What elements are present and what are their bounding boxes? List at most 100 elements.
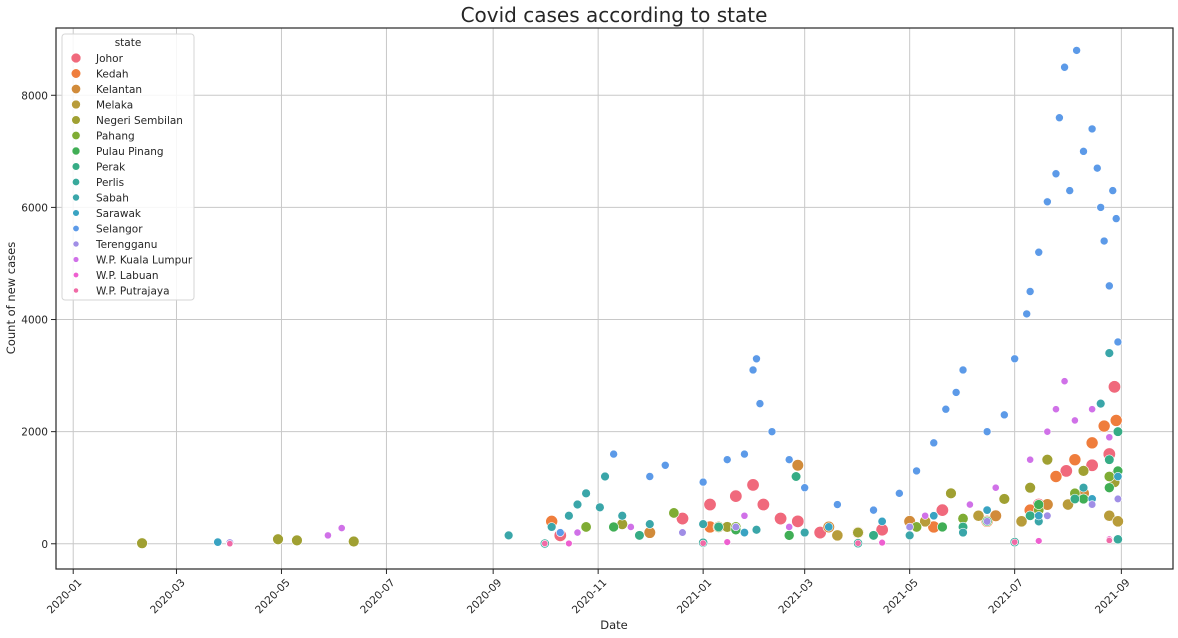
data-point (1088, 500, 1097, 509)
data-point (1104, 348, 1115, 358)
data-point (634, 530, 645, 541)
legend-label: W.P. Labuan (96, 270, 159, 282)
data-point (723, 538, 731, 546)
data-point (675, 512, 689, 526)
data-point (617, 511, 627, 521)
x-tick-label: 2020-07 (358, 577, 398, 617)
data-point (905, 522, 914, 532)
data-point (824, 522, 834, 532)
data-point (1109, 414, 1123, 427)
x-tick-label: 2020-05 (253, 577, 293, 617)
data-point (791, 514, 805, 528)
data-point (608, 521, 619, 533)
data-point (1072, 46, 1081, 55)
legend-label: Kedah (96, 69, 129, 81)
data-point (1113, 494, 1123, 504)
data-point (1025, 510, 1036, 521)
data-point (1092, 163, 1102, 173)
data-point (1033, 499, 1045, 510)
data-point (1043, 511, 1052, 520)
x-tick-label: 2021-09 (1093, 577, 1133, 617)
data-point (731, 522, 740, 532)
legend-label: Melaka (96, 100, 133, 112)
legend-marker (71, 84, 81, 94)
data-point (213, 537, 223, 547)
data-point (784, 455, 794, 464)
data-point (921, 511, 930, 520)
data-point (291, 534, 303, 547)
data-point (751, 525, 762, 535)
data-point (1078, 483, 1089, 493)
data-point (1104, 482, 1115, 494)
data-point (1043, 197, 1052, 207)
data-point (755, 399, 765, 408)
data-point (1078, 493, 1089, 505)
data-point (503, 530, 514, 541)
data-point (791, 459, 804, 472)
data-point (1113, 337, 1123, 347)
data-point (541, 539, 549, 547)
legend-marker (70, 52, 82, 64)
data-point (1077, 465, 1090, 477)
data-point (785, 523, 794, 531)
data-point (951, 388, 961, 397)
data-point (746, 478, 760, 492)
data-point (904, 530, 915, 541)
data-point (348, 535, 360, 548)
data-point (1104, 454, 1115, 465)
x-axis-label: Date (600, 618, 628, 632)
data-point (572, 499, 583, 510)
data-point (998, 493, 1011, 505)
data-point (1055, 113, 1064, 122)
data-point (573, 528, 582, 537)
legend-label: Sarawak (96, 208, 142, 220)
data-point (869, 505, 878, 515)
data-point (833, 500, 842, 509)
legend-label: Negeri Sembilan (96, 115, 183, 127)
data-point (645, 472, 655, 481)
data-point (555, 528, 565, 537)
chart-title: Covid cases according to state (461, 3, 768, 27)
data-point (1010, 354, 1019, 364)
data-point (854, 539, 862, 547)
y-tick-label: 8000 (21, 90, 48, 102)
y-tick-label: 2000 (21, 427, 48, 439)
data-point (136, 537, 148, 549)
data-point (989, 509, 1002, 522)
data-point (1096, 203, 1106, 212)
data-point (852, 526, 864, 539)
legend-label: Johor (95, 53, 124, 65)
data-point (1041, 453, 1054, 466)
y-tick-label: 0 (41, 539, 48, 551)
x-tick-label: 2020-03 (148, 577, 188, 617)
data-point (580, 521, 592, 533)
data-point (1103, 470, 1115, 482)
data-point (1111, 214, 1121, 223)
legend-label: Sabah (96, 193, 129, 205)
data-point (767, 427, 777, 436)
data-point (1105, 281, 1114, 291)
x-tick-label: 2020-09 (465, 577, 505, 617)
data-point (1035, 537, 1043, 545)
data-point (678, 528, 687, 537)
data-point (1049, 470, 1063, 483)
data-point (752, 354, 761, 364)
legend-marker (71, 131, 81, 140)
data-point (1000, 410, 1009, 420)
data-point (564, 511, 574, 521)
data-point (1034, 511, 1044, 521)
legend-label: W.P. Putrajaya (96, 286, 170, 298)
data-point (1060, 377, 1069, 386)
data-point (1113, 534, 1123, 545)
data-point (958, 365, 968, 375)
data-point (941, 404, 951, 414)
legend-marker (72, 193, 80, 202)
data-point (739, 528, 749, 538)
data-point (1065, 186, 1075, 195)
data-point (1112, 515, 1124, 528)
y-tick-label: 6000 (21, 202, 48, 214)
grid-layer (56, 28, 1173, 569)
data-point (713, 521, 724, 533)
data-point (1105, 433, 1114, 442)
x-tick-label: 2020-11 (570, 577, 610, 617)
